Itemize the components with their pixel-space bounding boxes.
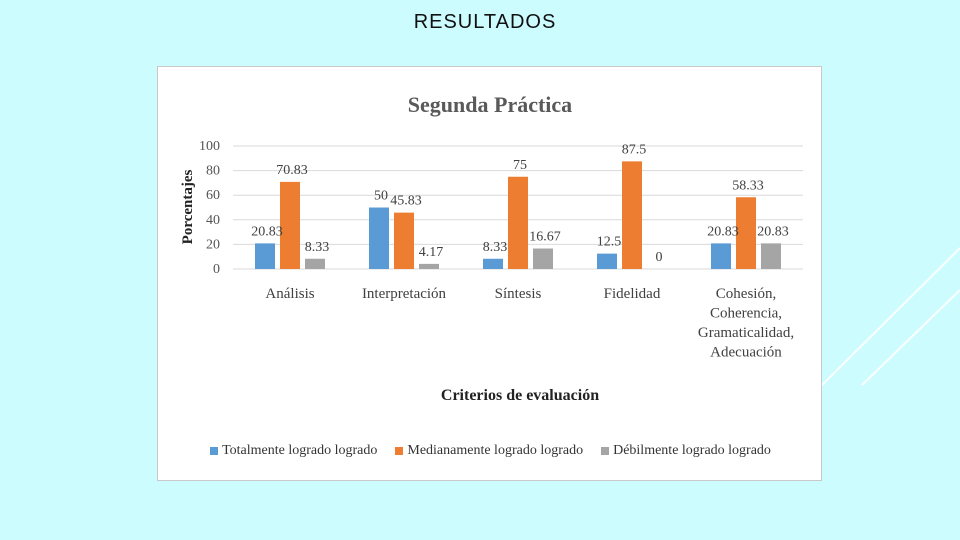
bar-2 [508, 176, 528, 269]
y-axis-label: Porcentajes [180, 169, 196, 244]
bar-1 [597, 253, 617, 269]
legend-label: Débilmente logrado logrado [613, 443, 771, 458]
x-tick-label: Coherencia, [710, 306, 782, 322]
legend-item: Medianamente logrado logrado [395, 443, 583, 459]
chart-legend: Totalmente logrado logrado Medianamente l… [158, 443, 823, 459]
data-label: 20.83 [251, 224, 283, 239]
bar-1 [483, 258, 503, 269]
data-label: 8.33 [483, 240, 508, 255]
bar-3 [419, 263, 439, 269]
x-axis-label: Criterios de evaluación [441, 387, 599, 404]
legend-item: Débilmente logrado logrado [601, 443, 771, 459]
x-tick-label: Síntesis [495, 286, 542, 302]
y-tick-label: 0 [213, 262, 220, 277]
data-label: 20.83 [757, 224, 789, 239]
data-label: 50 [374, 189, 388, 204]
data-label: 75 [513, 158, 527, 173]
bar-1 [255, 243, 275, 269]
bar-2 [280, 181, 300, 269]
data-label: 70.83 [276, 163, 308, 178]
bar-3 [761, 243, 781, 269]
legend-label: Medianamente logrado logrado [407, 443, 584, 458]
x-tick-label: Análisis [265, 286, 314, 302]
legend-swatch [210, 447, 219, 455]
legend-swatch [601, 447, 610, 455]
bar-2 [394, 212, 414, 269]
legend-swatch [395, 447, 404, 455]
data-label: 45.83 [390, 194, 422, 209]
data-label: 16.67 [529, 229, 561, 244]
chart-frame: Segunda Práctica Porcentajes Criterios d… [157, 66, 822, 481]
y-tick-label: 100 [199, 139, 220, 154]
chart-title: Segunda Práctica [408, 92, 572, 117]
data-label: 4.17 [419, 245, 444, 260]
data-label: 87.5 [622, 142, 647, 157]
data-label: 8.33 [305, 240, 330, 255]
bar-chart: Segunda Práctica Porcentajes Criterios d… [180, 92, 803, 404]
y-tick-label: 20 [206, 237, 220, 252]
x-tick-label: Cohesión, [716, 286, 776, 302]
y-tick-label: 40 [206, 213, 220, 228]
y-tick-label: 60 [206, 188, 220, 203]
data-label: 58.33 [732, 178, 764, 193]
bar-1 [369, 207, 389, 269]
data-label: 0 [656, 250, 663, 265]
bar-1 [711, 243, 731, 269]
legend-label: Totalmente logrado logrado [222, 443, 378, 458]
y-tick-label: 80 [206, 164, 220, 179]
x-tick-label: Gramaticalidad, [698, 325, 794, 341]
x-tick-label: Fidelidad [604, 286, 661, 302]
bar-2 [736, 197, 756, 269]
legend-item: Totalmente logrado logrado [210, 443, 377, 459]
data-label: 12.5 [597, 235, 622, 250]
bar-3 [533, 248, 553, 269]
data-label: 20.83 [707, 224, 739, 239]
bar-3 [305, 258, 325, 269]
bar-2 [622, 161, 642, 269]
slide-title: RESULTADOS [413, 11, 557, 33]
x-tick-label: Adecuación [710, 345, 782, 361]
x-tick-label: Interpretación [362, 286, 447, 302]
